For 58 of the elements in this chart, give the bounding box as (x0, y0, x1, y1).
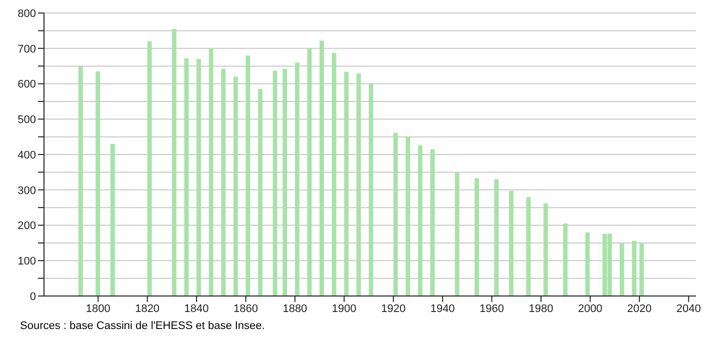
bar (184, 58, 189, 296)
y-tick-label: 700 (18, 43, 36, 56)
x-tick-label: 1840 (184, 302, 209, 315)
bar (356, 73, 361, 296)
x-tick-label: 2040 (676, 302, 701, 315)
source-note: Sources : base Cassini de l'EHESS et base Insee. (20, 320, 266, 332)
bar (509, 190, 514, 296)
bar (258, 89, 262, 296)
bar (320, 40, 324, 296)
bar (368, 84, 374, 296)
x-tick-label: 1860 (234, 302, 258, 315)
bar (474, 178, 479, 296)
bar (393, 132, 398, 296)
bar (344, 72, 349, 296)
bar (233, 76, 238, 296)
bar (307, 48, 312, 296)
y-tick-label: 400 (18, 149, 36, 162)
bar (272, 70, 278, 296)
bar (294, 62, 300, 296)
x-tick-label: 1920 (381, 302, 406, 315)
x-tick-label: 1900 (332, 302, 356, 315)
bar (406, 136, 410, 296)
bar (526, 196, 531, 296)
bar (172, 28, 176, 296)
bar (110, 144, 115, 296)
x-tick-label: 2000 (578, 302, 602, 315)
bar (282, 68, 288, 296)
bar (639, 242, 644, 296)
x-tick-label: 1940 (430, 302, 455, 315)
bar (196, 58, 201, 296)
y-tick-label: 300 (18, 184, 36, 197)
bar (563, 223, 568, 296)
bar (332, 52, 336, 296)
bar (494, 179, 499, 296)
bar (221, 68, 226, 296)
bar (543, 203, 548, 296)
bar (208, 48, 214, 296)
y-tick-label: 600 (18, 78, 36, 91)
bar (96, 71, 100, 296)
bar (454, 172, 460, 296)
x-tick-label: 1800 (86, 302, 110, 315)
y-tick-label: 500 (18, 114, 36, 126)
bar (147, 41, 152, 296)
x-tick-label: 1960 (480, 302, 504, 315)
bar (78, 66, 83, 296)
x-tick-label: 1880 (282, 302, 308, 315)
y-tick-label: 200 (18, 220, 36, 232)
bar (418, 145, 422, 296)
bar (620, 244, 624, 296)
y-tick-label: 800 (18, 8, 36, 20)
bar (246, 55, 250, 296)
x-tick-label: 1820 (135, 302, 160, 315)
y-tick-label: 0 (30, 290, 36, 303)
bar (632, 240, 636, 296)
y-tick-label: 100 (18, 256, 36, 268)
x-tick-label: 1980 (528, 302, 554, 315)
bar (430, 149, 435, 296)
x-tick-label: 2020 (627, 302, 652, 315)
